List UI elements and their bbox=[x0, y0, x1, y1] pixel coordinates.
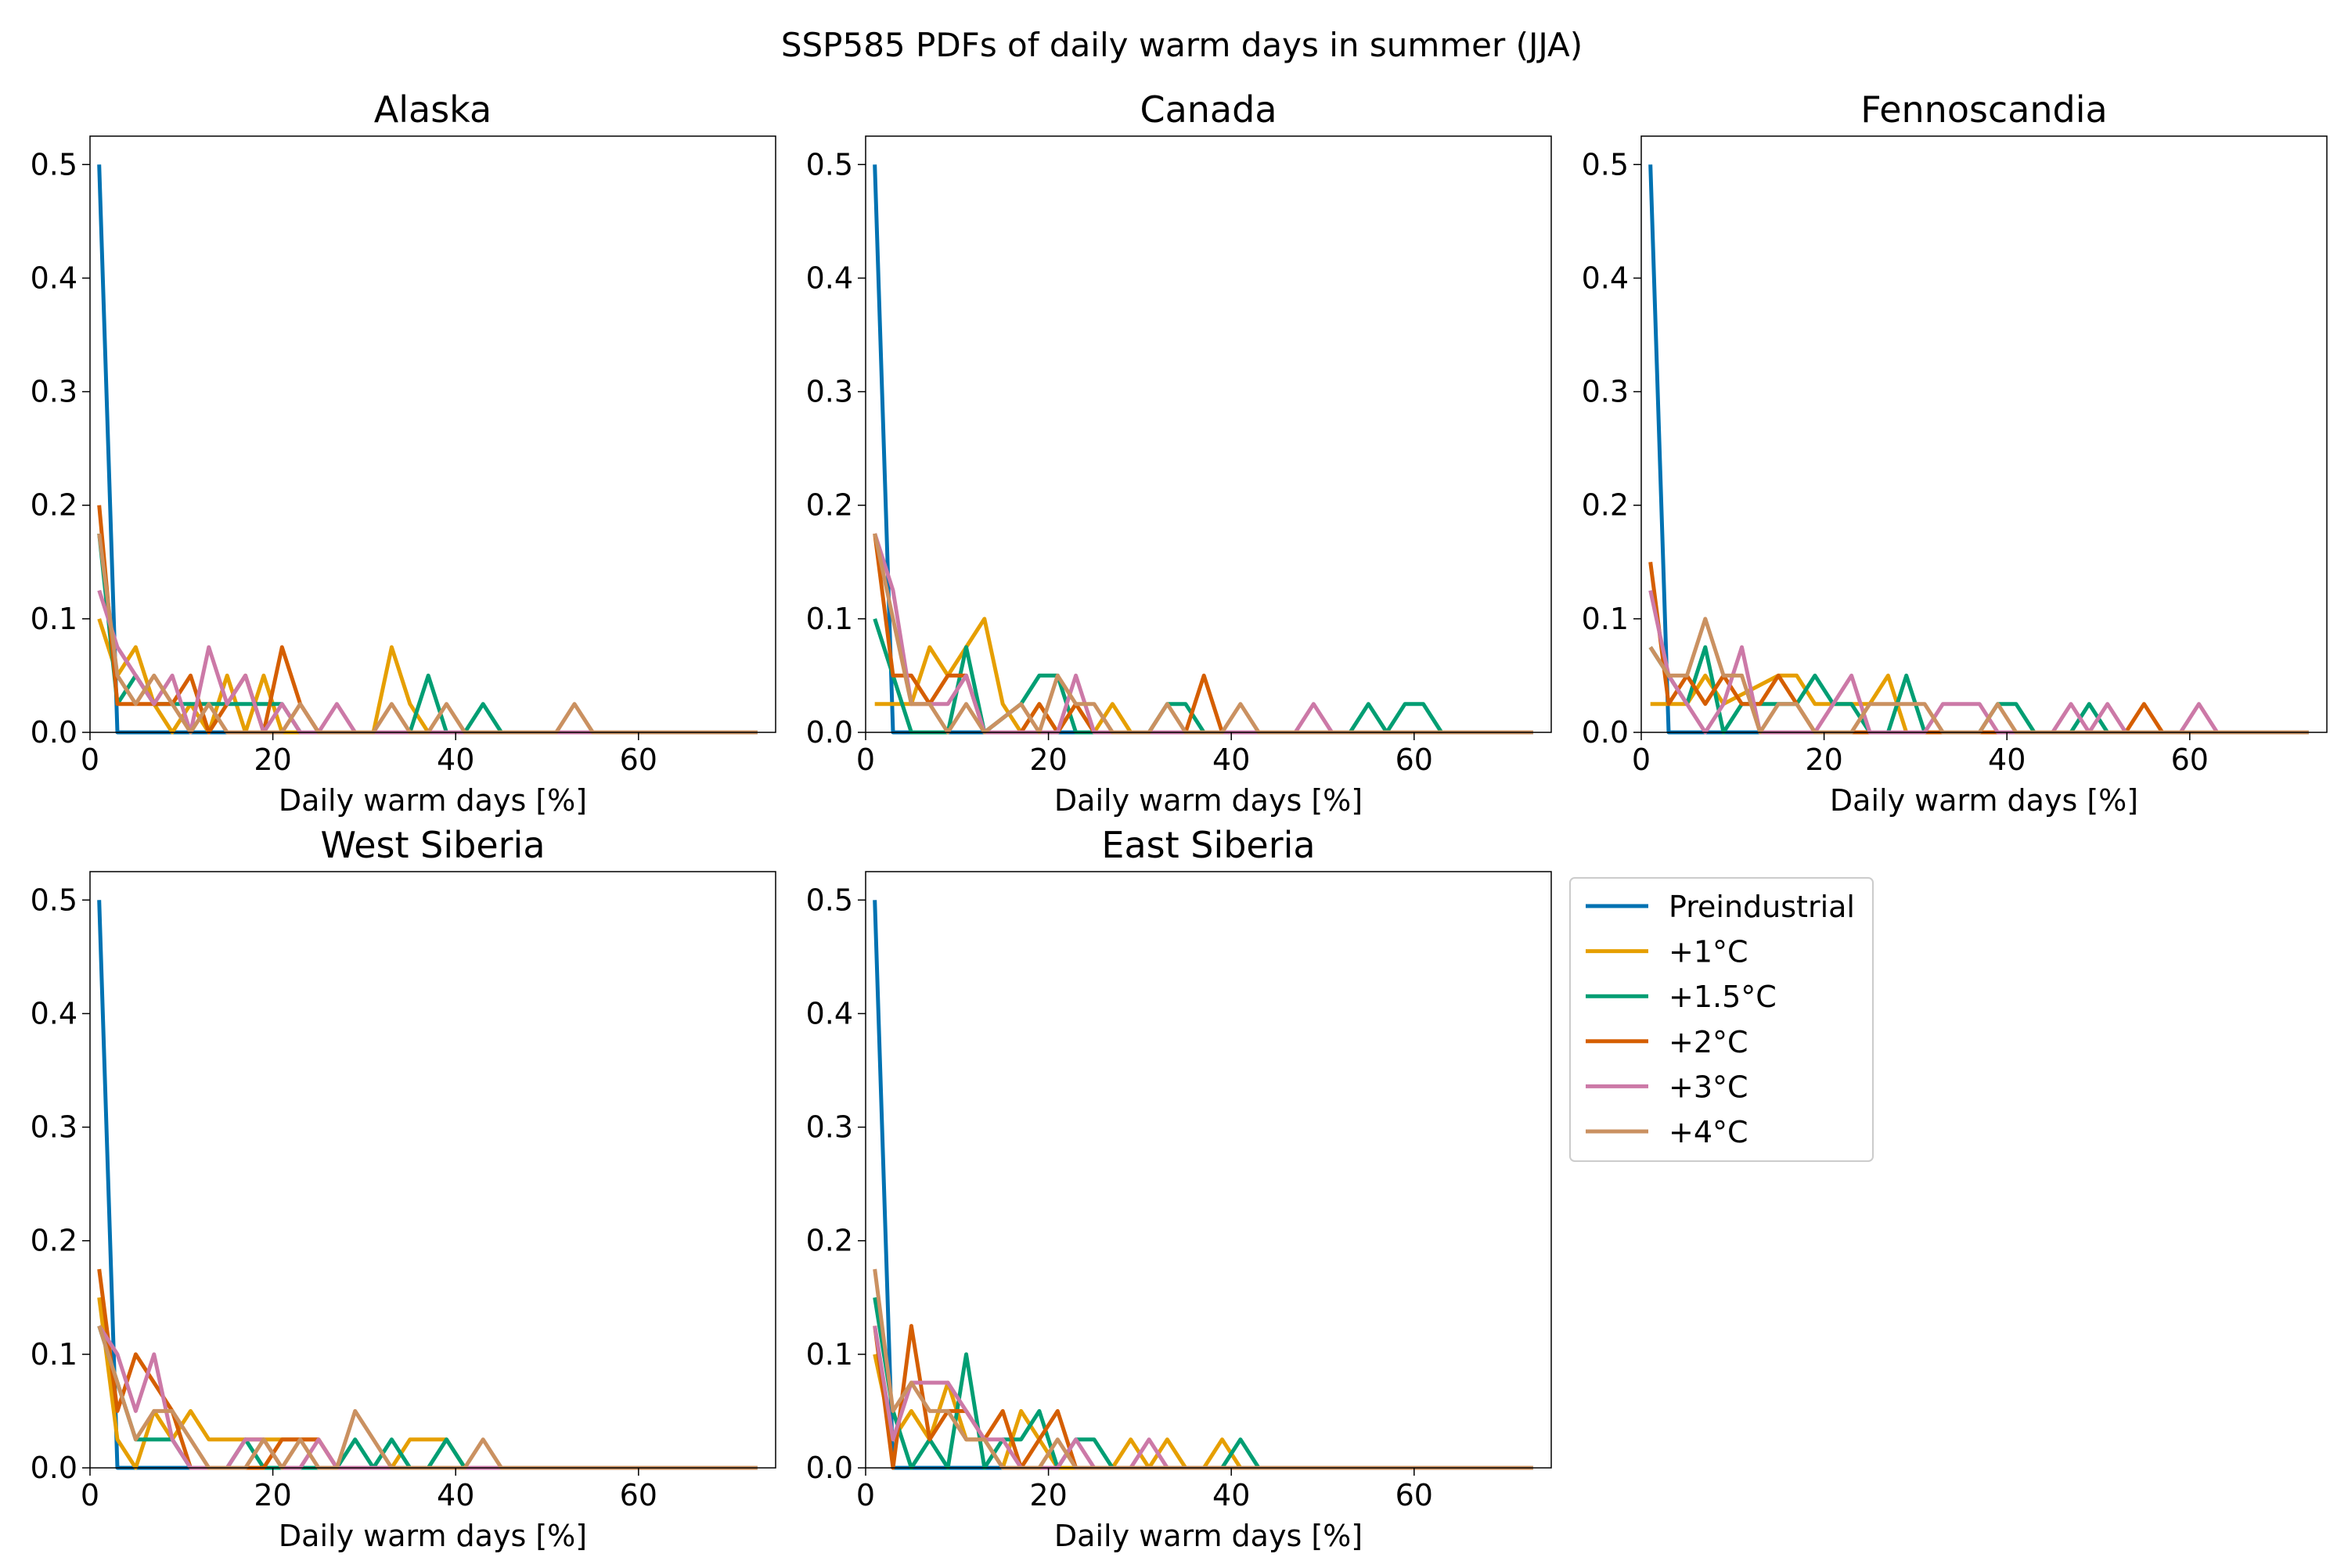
y-tick-label: 0.0 bbox=[806, 715, 853, 750]
panel-title: Alaska bbox=[374, 88, 492, 131]
legend-label: +3°C bbox=[1669, 1070, 1748, 1104]
y-tick-label: 0.1 bbox=[31, 602, 77, 636]
series-line-1-c bbox=[1650, 673, 2309, 735]
y-tick-label: 0.0 bbox=[31, 715, 77, 750]
y-tick-label: 0.1 bbox=[806, 602, 853, 636]
y-tick-label: 0.5 bbox=[806, 883, 853, 917]
series-line-preindustrial bbox=[873, 164, 1533, 735]
x-tick-label: 60 bbox=[2171, 743, 2209, 777]
y-tick-label: 0.4 bbox=[31, 261, 77, 295]
panel-west-siberia: West Siberia 0 20 40 60 0.0 0.1 0.2 0.3 0.4 0.5 Dai… bbox=[31, 824, 776, 1553]
x-tick-label: 0 bbox=[856, 1478, 875, 1512]
x-axis-label: Daily warm days [%] bbox=[1054, 1519, 1363, 1553]
x-tick-label: 60 bbox=[1395, 1478, 1433, 1512]
y-tick-label: 0.2 bbox=[806, 488, 853, 523]
axes-frame bbox=[89, 135, 776, 733]
x-tick-label: 0 bbox=[856, 743, 875, 777]
series-line-3-c bbox=[873, 1325, 1533, 1470]
series-line-4-c bbox=[97, 1325, 758, 1470]
y-tick-label: 0.1 bbox=[1582, 602, 1629, 636]
series-line-3-c bbox=[97, 1325, 758, 1470]
x-tick-label: 60 bbox=[620, 743, 657, 777]
series-line-preindustrial bbox=[873, 900, 1533, 1470]
panel-title: West Siberia bbox=[320, 824, 545, 866]
x-tick-label: 20 bbox=[1805, 743, 1842, 777]
x-tick-label: 40 bbox=[1212, 1478, 1250, 1512]
legend-label: +4°C bbox=[1669, 1115, 1748, 1149]
x-tick-label: 20 bbox=[1029, 743, 1067, 777]
y-tick-label: 0.5 bbox=[1582, 147, 1629, 182]
y-tick-label: 0.2 bbox=[1582, 488, 1629, 523]
y-tick-label: 0.1 bbox=[806, 1337, 853, 1372]
y-tick-label: 0.0 bbox=[1582, 715, 1629, 750]
x-tick-label: 0 bbox=[1632, 743, 1651, 777]
x-tick-label: 40 bbox=[1212, 743, 1250, 777]
x-tick-label: 0 bbox=[81, 1478, 99, 1512]
y-tick-label: 0.3 bbox=[806, 375, 853, 409]
y-tick-label: 0.3 bbox=[31, 1110, 77, 1145]
legend: Preindustrial +1°C +1.5°C +2°C +3°C +4°C bbox=[1569, 877, 1874, 1162]
x-axis-label: Daily warm days [%] bbox=[1830, 783, 2138, 818]
y-tick-label: 0.0 bbox=[806, 1451, 853, 1485]
series-line-3-c bbox=[1648, 590, 2309, 735]
y-tick-label: 0.4 bbox=[31, 996, 77, 1030]
panel-east-siberia: East Siberia 0 20 40 60 0.0 0.1 0.2 0.3 0.4 0.5 Dai… bbox=[806, 824, 1552, 1553]
x-tick-label: 40 bbox=[437, 1478, 474, 1512]
x-tick-label: 0 bbox=[81, 743, 99, 777]
figure-title: SSP585 PDFs of daily warm days in summer… bbox=[781, 26, 1583, 64]
x-tick-label: 20 bbox=[254, 743, 291, 777]
y-tick-label: 0.2 bbox=[806, 1224, 853, 1258]
y-tick-label: 0.5 bbox=[31, 147, 77, 182]
panel-title: Canada bbox=[1140, 88, 1277, 131]
x-tick-label: 20 bbox=[1029, 1478, 1067, 1512]
x-tick-label: 20 bbox=[254, 1478, 291, 1512]
x-tick-label: 40 bbox=[1988, 743, 2026, 777]
panel-alaska: Alaska 0 20 40 60 0.0 0.1 0.2 0.3 0.4 0.5 Daily war… bbox=[31, 88, 776, 818]
axes-frame bbox=[865, 135, 1552, 733]
panel-title: East Siberia bbox=[1101, 824, 1315, 866]
x-axis-label: Daily warm days [%] bbox=[279, 783, 587, 818]
series-line-preindustrial bbox=[97, 164, 758, 735]
legend-label: +2°C bbox=[1669, 1025, 1748, 1059]
legend-label: +1°C bbox=[1669, 935, 1748, 969]
legend-frame bbox=[1569, 877, 1874, 1162]
x-axis-label: Daily warm days [%] bbox=[1054, 783, 1363, 818]
y-tick-label: 0.4 bbox=[806, 261, 853, 295]
series-line-preindustrial bbox=[1648, 164, 2309, 735]
y-tick-label: 0.2 bbox=[31, 488, 77, 523]
y-tick-label: 0.3 bbox=[806, 1110, 853, 1145]
axes-frame bbox=[89, 871, 776, 1469]
panel-title: Fennoscandia bbox=[1860, 88, 2107, 131]
y-tick-label: 0.3 bbox=[1582, 375, 1629, 409]
series-line-3-c bbox=[97, 589, 758, 735]
x-axis-label: Daily warm days [%] bbox=[279, 1519, 587, 1553]
series-line-4-c bbox=[873, 1268, 1533, 1470]
panel-canada: Canada 0 20 40 60 0.0 0.1 0.2 0.3 0.4 0.5 Daily war… bbox=[806, 88, 1552, 818]
y-tick-label: 0.5 bbox=[806, 147, 853, 182]
x-tick-label: 60 bbox=[1395, 743, 1433, 777]
series-line-1-5-c bbox=[97, 1325, 758, 1470]
y-tick-label: 0.2 bbox=[31, 1224, 77, 1258]
x-tick-label: 60 bbox=[620, 1478, 657, 1512]
series-line-2-c bbox=[1648, 561, 2309, 735]
axes-frame bbox=[865, 871, 1552, 1469]
series-line-preindustrial bbox=[97, 900, 758, 1470]
series-line-1-5-c bbox=[873, 1296, 1533, 1470]
y-tick-label: 0.4 bbox=[806, 996, 853, 1030]
panel-fennoscandia: Fennoscandia 0 20 40 60 0.0 0.1 0.2 0.3 0.4 0.5 Dai… bbox=[1582, 88, 2328, 818]
series-line-1-c bbox=[97, 1296, 758, 1470]
axes-frame bbox=[1640, 135, 2328, 733]
legend-label: Preindustrial bbox=[1669, 890, 1855, 924]
y-tick-label: 0.4 bbox=[1582, 261, 1629, 295]
y-tick-label: 0.1 bbox=[31, 1337, 77, 1372]
y-tick-label: 0.5 bbox=[31, 883, 77, 917]
y-tick-label: 0.3 bbox=[31, 375, 77, 409]
x-tick-label: 40 bbox=[437, 743, 474, 777]
legend-label: +1.5°C bbox=[1669, 980, 1777, 1014]
y-tick-label: 0.0 bbox=[31, 1451, 77, 1485]
